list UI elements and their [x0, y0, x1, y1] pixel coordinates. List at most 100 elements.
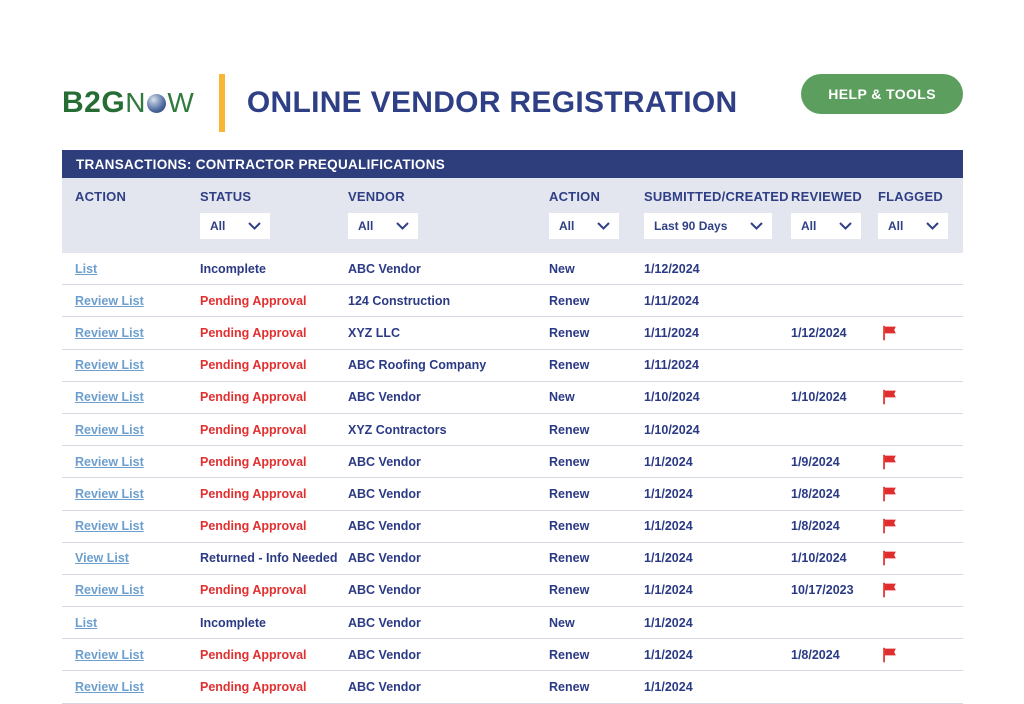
action-link[interactable]: Review List [75, 390, 144, 405]
action-type: Renew [549, 583, 590, 598]
action-filter-value: All [559, 219, 575, 233]
transactions-panel: TRANSACTIONS: CONTRACTOR PREQUALIFICATIO… [62, 150, 963, 704]
chevron-down-icon [839, 222, 852, 230]
table-row: Review List Pending Approval ABC Vendor … [62, 381, 963, 414]
reviewed-date: 1/9/2024 [791, 454, 840, 469]
page-header: B2G N W ONLINE VENDOR REGISTRATION HELP & … [0, 0, 1024, 150]
globe-icon [147, 93, 167, 113]
table-row: List Incomplete ABC Vendor New 1/1/2024 [62, 607, 963, 640]
action-type: Renew [549, 551, 590, 566]
page-title: ONLINE VENDOR REGISTRATION [246, 86, 738, 119]
col-header-action: ACTION [75, 189, 127, 204]
action-link[interactable]: Review List [75, 486, 144, 501]
reviewed-date: 10/17/2023 [791, 583, 854, 598]
reviewed-date: 1/8/2024 [791, 647, 840, 662]
action-link[interactable]: Review List [75, 519, 144, 534]
col-header-action2: ACTION [549, 189, 601, 204]
table-row: Review List Pending Approval XYZ Contrac… [62, 413, 963, 447]
vendor-name: ABC Roofing Company [348, 358, 487, 373]
action-type: Renew [549, 422, 590, 437]
submitted-date: 1/10/2024 [644, 422, 700, 437]
vendor-name: ABC Vendor [348, 680, 421, 695]
action-type: Renew [549, 680, 590, 695]
action-link[interactable]: Review List [75, 583, 144, 598]
logo-text-w: W [167, 87, 195, 118]
status-text: Pending Approval [200, 422, 307, 437]
submitted-date: 1/11/2024 [644, 358, 699, 373]
submitted-date: 1/1/2024 [644, 647, 693, 662]
submitted-date: 1/11/2024 [644, 293, 699, 308]
vendor-filter-dropdown[interactable]: All [348, 213, 418, 239]
submitted-date: 1/1/2024 [644, 551, 693, 566]
col-header-vendor: VENDOR [348, 189, 405, 204]
chevron-down-icon [597, 222, 610, 230]
vendor-name: 124 Construction [348, 293, 451, 308]
action-type: Renew [549, 325, 590, 340]
vendor-name: ABC Vendor [348, 261, 421, 276]
panel-title: TRANSACTIONS: CONTRACTOR PREQUALIFICATIO… [62, 150, 963, 178]
action-link[interactable]: Review List [75, 422, 144, 437]
filter-row: All All All Last 90 Days All All [62, 213, 963, 239]
submitted-filter-dropdown[interactable]: Last 90 Days [644, 213, 772, 239]
table-row: Review List Pending Approval 124 Constru… [62, 285, 963, 318]
vendor-name: ABC Vendor [348, 615, 421, 630]
flag-icon [883, 390, 896, 405]
flag-icon [883, 551, 896, 566]
vendor-name: ABC Vendor [348, 647, 421, 662]
b2gnow-logo: B2G N W [62, 86, 195, 120]
action-link[interactable]: List [75, 261, 98, 276]
status-text: Pending Approval [200, 680, 307, 695]
flag-icon [883, 325, 896, 341]
submitted-filter-value: Last 90 Days [654, 219, 728, 233]
table-row: List Incomplete ABC Vendor New 1/12/2024 [62, 253, 963, 286]
table-row: Review List Pending Approval ABC Vendor … [62, 510, 963, 543]
submitted-date: 1/1/2024 [644, 486, 693, 501]
flag-icon [883, 518, 896, 534]
action-link[interactable]: Review List [75, 647, 144, 662]
filter-area: ACTION STATUS VENDOR ACTION SUBMITTED/CR… [62, 178, 963, 253]
action-type: Renew [549, 454, 590, 469]
chevron-down-icon [750, 222, 763, 230]
vendor-name: ABC Vendor [348, 551, 421, 566]
action-link[interactable]: Review List [75, 680, 144, 695]
action-link[interactable]: View List [75, 551, 129, 566]
action-type: Renew [549, 358, 590, 373]
submitted-date: 1/1/2024 [644, 680, 693, 695]
action-filter-dropdown[interactable]: All [549, 213, 619, 239]
submitted-date: 1/1/2024 [644, 454, 693, 469]
accent-divider [218, 74, 225, 132]
vendor-name: ABC Vendor [348, 454, 421, 469]
reviewed-date: 1/12/2024 [791, 325, 847, 340]
table-body: List Incomplete ABC Vendor New 1/12/2024… [62, 253, 963, 704]
vendor-name: ABC Vendor [348, 583, 421, 598]
status-filter-dropdown[interactable]: All [200, 213, 270, 239]
action-link[interactable]: Review List [75, 358, 144, 373]
vendor-filter-value: All [358, 219, 374, 233]
table-row: Review List Pending Approval ABC Vendor … [62, 574, 963, 608]
flagged-filter-dropdown[interactable]: All [878, 213, 948, 239]
action-link[interactable]: Review List [75, 293, 144, 308]
flagged-filter-value: All [888, 219, 904, 233]
action-type: New [549, 390, 575, 405]
action-link[interactable]: Review List [75, 325, 144, 340]
reviewed-date: 1/8/2024 [791, 486, 840, 501]
table-row: Review List Pending Approval ABC Vendor … [62, 478, 963, 511]
vendor-name: XYZ LLC [348, 325, 401, 340]
action-type: Renew [549, 486, 590, 501]
submitted-date: 1/10/2024 [644, 390, 700, 405]
action-link[interactable]: Review List [75, 454, 144, 469]
logo-text-b2g: B2G [62, 86, 126, 119]
status-text: Pending Approval [200, 293, 307, 308]
submitted-date: 1/1/2024 [644, 583, 693, 598]
reviewed-date: 1/10/2024 [791, 551, 847, 566]
reviewed-date: 1/8/2024 [791, 519, 840, 534]
status-text: Pending Approval [200, 325, 307, 340]
reviewed-filter-value: All [801, 219, 817, 233]
status-text: Pending Approval [200, 519, 307, 534]
chevron-down-icon [396, 222, 409, 230]
flag-icon [883, 454, 896, 470]
reviewed-filter-dropdown[interactable]: All [791, 213, 861, 239]
action-link[interactable]: List [75, 615, 98, 630]
status-text: Pending Approval [200, 390, 307, 405]
help-tools-button[interactable]: HELP & TOOLS [801, 74, 963, 114]
